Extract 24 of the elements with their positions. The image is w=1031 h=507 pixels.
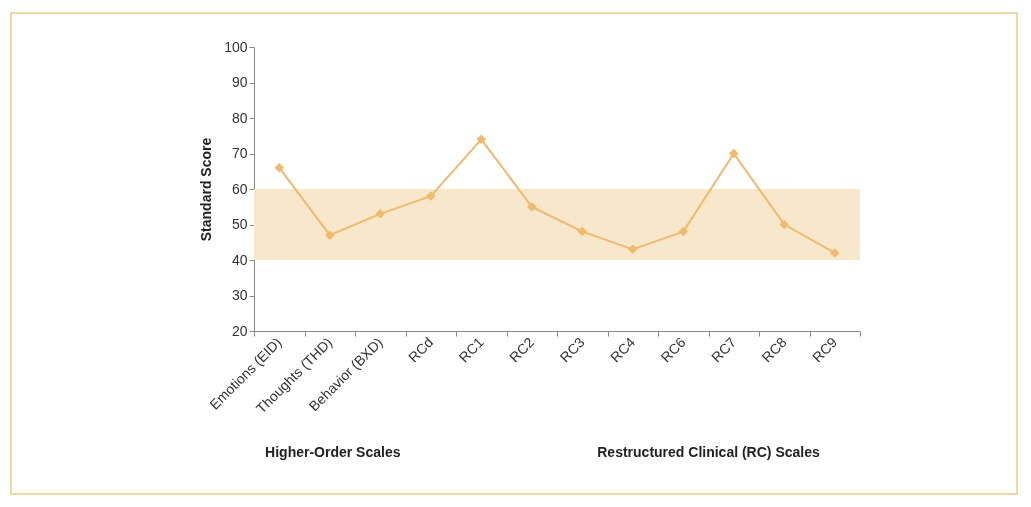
y-tick-label: 70 bbox=[231, 145, 248, 161]
point bbox=[577, 226, 587, 237]
y-tick-label: 60 bbox=[231, 180, 248, 197]
point bbox=[325, 230, 335, 240]
y-tick-label: 80 bbox=[231, 109, 248, 126]
point bbox=[527, 202, 537, 212]
y-tick-label: 30 bbox=[231, 287, 248, 303]
point bbox=[628, 244, 638, 255]
y-tick-label: 50 bbox=[231, 216, 248, 232]
point bbox=[830, 248, 840, 258]
point bbox=[426, 191, 436, 201]
y-tick-label: 20 bbox=[231, 322, 248, 339]
y-tick-label: 100 bbox=[224, 38, 248, 55]
point bbox=[274, 162, 284, 173]
point bbox=[729, 148, 739, 159]
text: Higher-Order Scales bbox=[265, 444, 401, 460]
text: Restructured Clinical (RC) Scales bbox=[597, 444, 820, 460]
y-axis-title: Standard Score bbox=[198, 137, 215, 242]
y-tick-label: 40 bbox=[231, 251, 248, 268]
point bbox=[678, 226, 688, 237]
point bbox=[779, 219, 789, 230]
y-tick-label: 90 bbox=[231, 74, 248, 90]
point bbox=[375, 209, 385, 219]
point bbox=[476, 134, 486, 145]
